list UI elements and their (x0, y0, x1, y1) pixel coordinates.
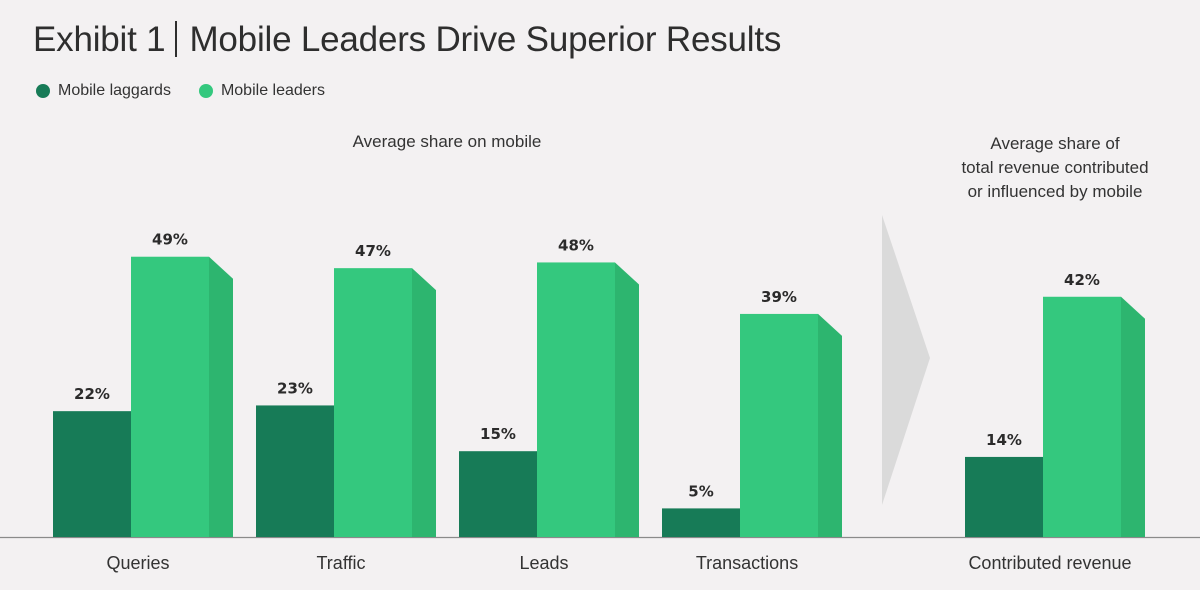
legend-label-laggards: Mobile laggards (58, 82, 171, 99)
bar-leaders-side-contributed-revenue (1121, 296, 1145, 537)
bar-leaders-side-transactions (818, 313, 842, 537)
category-label-contributed-revenue: Contributed revenue (968, 553, 1131, 573)
data-label-leaders-contributed-revenue: 42% (1064, 271, 1100, 289)
data-label-laggards-contributed-revenue: 14% (986, 431, 1022, 449)
bar-laggards-leads (459, 451, 537, 537)
legend-item-leaders: Mobile leaders (198, 82, 326, 100)
bar-leaders-traffic (334, 268, 412, 537)
data-label-laggards-transactions: 5% (688, 482, 713, 500)
category-label-traffic: Traffic (316, 553, 365, 573)
data-label-laggards-queries: 22% (74, 385, 110, 403)
title-separator (175, 21, 178, 57)
bar-leaders-side-queries (209, 256, 233, 537)
exhibit-label: Exhibit 1 (33, 20, 166, 59)
legend-item-laggards: Mobile laggards (36, 82, 171, 100)
bar-leaders-queries (131, 256, 209, 537)
subhead-revenue-share: Average share of total revenue contribut… (905, 132, 1200, 204)
bar-laggards-queries (53, 411, 131, 537)
legend-swatch-laggards (36, 84, 50, 98)
data-label-leaders-transactions: 39% (761, 288, 797, 306)
bar-leaders-leads (537, 262, 615, 537)
data-label-laggards-traffic: 23% (277, 379, 313, 397)
title-text: Mobile Leaders Drive Superior Results (189, 20, 782, 59)
subhead-revenue-line-1: Average share of (990, 134, 1120, 153)
legend: Mobile laggards Mobile leaders (36, 82, 325, 100)
category-label-queries: Queries (106, 553, 169, 573)
bar-leaders-contributed-revenue (1043, 296, 1121, 537)
data-label-laggards-leads: 15% (480, 425, 516, 443)
subhead-average-share-on-mobile: Average share on mobile (352, 132, 542, 151)
data-label-leaders-traffic: 47% (355, 242, 391, 260)
subhead-revenue-line-2: total revenue contributed (961, 158, 1149, 177)
section-divider-arrow-icon (882, 215, 930, 505)
bar-leaders-transactions (740, 313, 818, 537)
chart-title: Exhibit 1 Mobile Leaders Drive Superior R… (33, 20, 781, 60)
legend-label-leaders: Mobile leaders (220, 82, 326, 99)
bar-leaders-side-leads (615, 262, 639, 537)
category-label-transactions: Transactions (696, 553, 798, 573)
bar-leaders-side-traffic (412, 268, 436, 537)
bar-laggards-traffic (256, 405, 334, 537)
legend-swatch-leaders (198, 84, 213, 98)
bar-laggards-contributed-revenue (965, 456, 1043, 537)
data-label-leaders-leads: 48% (558, 236, 594, 254)
bar-laggards-transactions (662, 508, 740, 537)
subhead-revenue-line-3: or influenced by mobile (967, 182, 1143, 201)
category-label-leads: Leads (519, 553, 568, 573)
data-label-leaders-queries: 49% (152, 231, 188, 249)
